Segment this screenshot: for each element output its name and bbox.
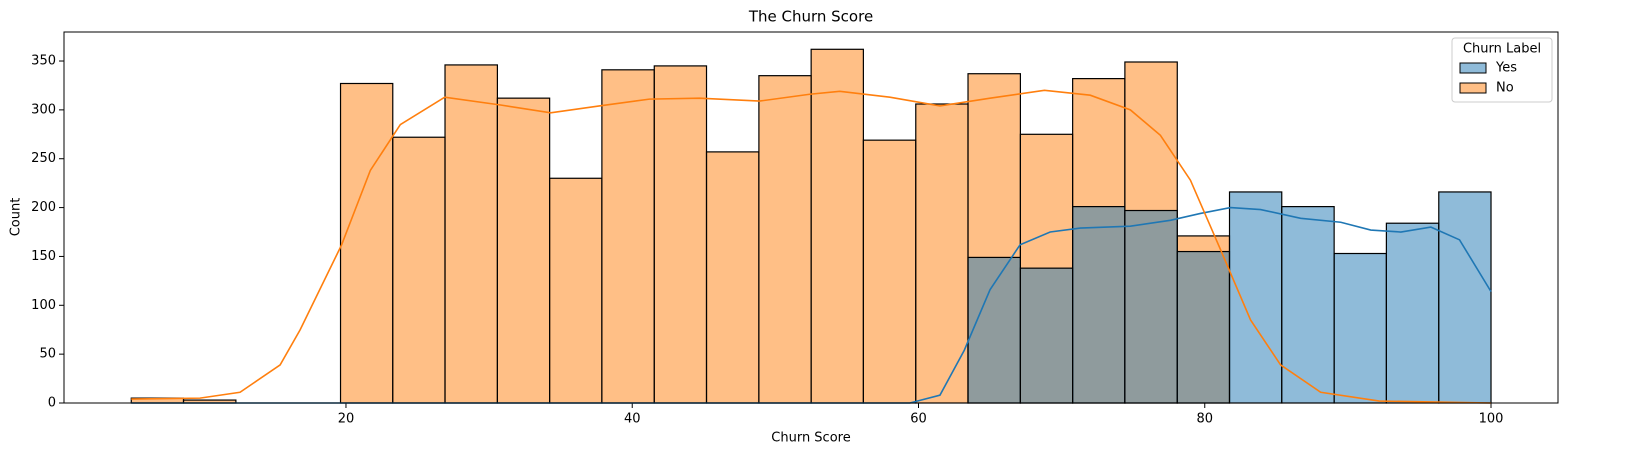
y-tick-label: 300	[31, 102, 56, 117]
bar	[339, 82, 394, 404]
legend-label: No	[1496, 81, 1514, 96]
x-tick-label: 60	[910, 412, 927, 427]
chart-title: The Churn Score	[748, 8, 873, 26]
bar	[967, 256, 1022, 404]
bar	[1385, 222, 1440, 404]
legend-label: Yes	[1495, 61, 1517, 76]
bar	[1124, 209, 1178, 404]
bar	[862, 139, 917, 404]
kde-line	[131, 89, 1492, 404]
x-tick-label: 40	[624, 412, 641, 427]
y-tick-label: 100	[31, 298, 56, 313]
bar	[1281, 206, 1335, 404]
bar	[653, 65, 708, 404]
x-tick-label: 100	[1479, 412, 1504, 427]
bar	[1333, 252, 1387, 404]
bar	[444, 64, 499, 404]
bar	[549, 177, 603, 404]
legend-title: Churn Label	[1463, 42, 1541, 57]
bar	[1019, 267, 1074, 404]
kde-line	[131, 206, 1492, 404]
bar	[915, 103, 969, 404]
y-tick-label: 350	[31, 54, 56, 69]
bar	[496, 97, 551, 404]
y-tick-label: 200	[31, 200, 56, 215]
legend-swatch	[1459, 82, 1487, 94]
y-axis-label: Count	[9, 198, 24, 237]
bar	[705, 151, 760, 404]
bar	[1228, 191, 1283, 404]
bar	[758, 75, 812, 404]
bar	[1176, 250, 1231, 404]
y-tick-label: 150	[31, 249, 56, 264]
bar	[601, 69, 655, 404]
x-tick-label: 80	[1196, 412, 1213, 427]
legend-swatch	[1459, 62, 1487, 74]
y-tick-label: 0	[48, 396, 56, 411]
bar	[810, 48, 864, 404]
x-tick-label: 20	[338, 412, 355, 427]
bar	[1072, 206, 1126, 404]
bar	[392, 136, 446, 404]
x-axis-label: Churn Score	[771, 431, 850, 446]
plot-frame	[63, 31, 1559, 404]
y-tick-label: 50	[39, 347, 56, 362]
bar	[1438, 191, 1492, 404]
y-tick-label: 250	[31, 151, 56, 166]
